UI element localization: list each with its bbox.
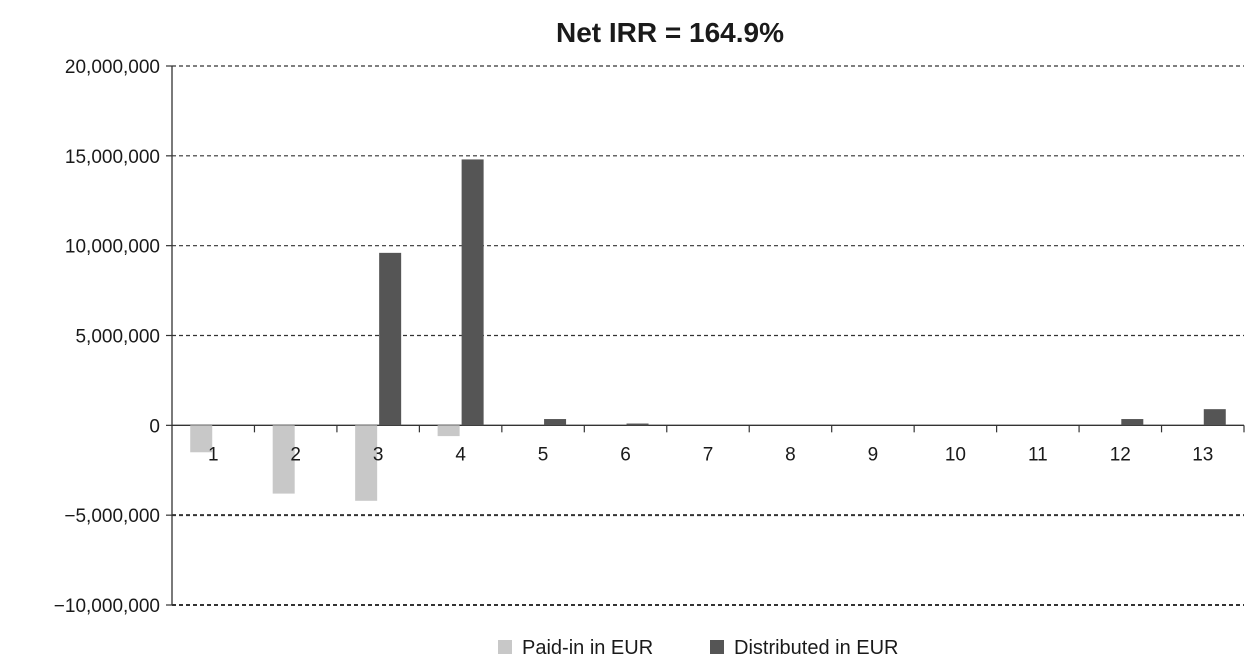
paid-in-bar xyxy=(190,425,213,453)
distributed-bar xyxy=(1203,409,1226,426)
x-tick-label: 2 xyxy=(290,444,301,465)
y-tick-label: −10,000,000 xyxy=(54,596,160,617)
paid-in-bar xyxy=(355,425,378,501)
distributed-bar xyxy=(626,423,649,426)
x-tick-label: 13 xyxy=(1192,444,1213,465)
distributed-bar xyxy=(461,159,484,426)
distributed-bar xyxy=(544,419,567,426)
axes xyxy=(166,65,1245,606)
x-tick-labels: 1 2 3 4 5 6 7 8 9 10 11 12 13 xyxy=(208,444,1213,465)
y-tick-label: 10,000,000 xyxy=(65,237,160,258)
paid-in-bar xyxy=(437,425,460,437)
x-tick-label: 9 xyxy=(868,444,879,465)
bars xyxy=(190,159,1226,501)
x-tick-label: 10 xyxy=(945,444,966,465)
legend-swatch-distributed xyxy=(710,640,724,654)
x-tick-label: 5 xyxy=(538,444,549,465)
legend-label-paid-in: Paid-in in EUR xyxy=(522,637,653,659)
y-tick-label: 5,000,000 xyxy=(75,327,160,348)
x-tick-label: 6 xyxy=(620,444,631,465)
legend: Paid-in in EUR Distributed in EUR xyxy=(498,637,899,659)
y-tick-label: 20,000,000 xyxy=(65,57,160,78)
y-tick-labels: 20,000,000 15,000,000 10,000,000 5,000,000 0… xyxy=(54,57,160,617)
chart-title: Net IRR = 164.9% xyxy=(556,17,784,48)
x-tick-label: 3 xyxy=(373,444,384,465)
gridlines xyxy=(172,65,1244,606)
y-tick-label: −5,000,000 xyxy=(64,506,160,527)
y-tick-label: 15,000,000 xyxy=(65,147,160,168)
paid-in-bar xyxy=(272,425,295,494)
distributed-bar xyxy=(1121,419,1144,426)
x-tick-label: 1 xyxy=(208,444,219,465)
x-tick-label: 4 xyxy=(455,444,466,465)
x-tick-label: 8 xyxy=(785,444,796,465)
x-tick-label: 11 xyxy=(1028,444,1048,465)
legend-label-distributed: Distributed in EUR xyxy=(734,637,899,659)
x-tick-label: 7 xyxy=(703,444,714,465)
y-tick-label: 0 xyxy=(149,416,160,437)
legend-swatch-paid-in xyxy=(498,640,512,654)
x-tick-label: 12 xyxy=(1110,444,1131,465)
distributed-bar xyxy=(379,252,402,426)
